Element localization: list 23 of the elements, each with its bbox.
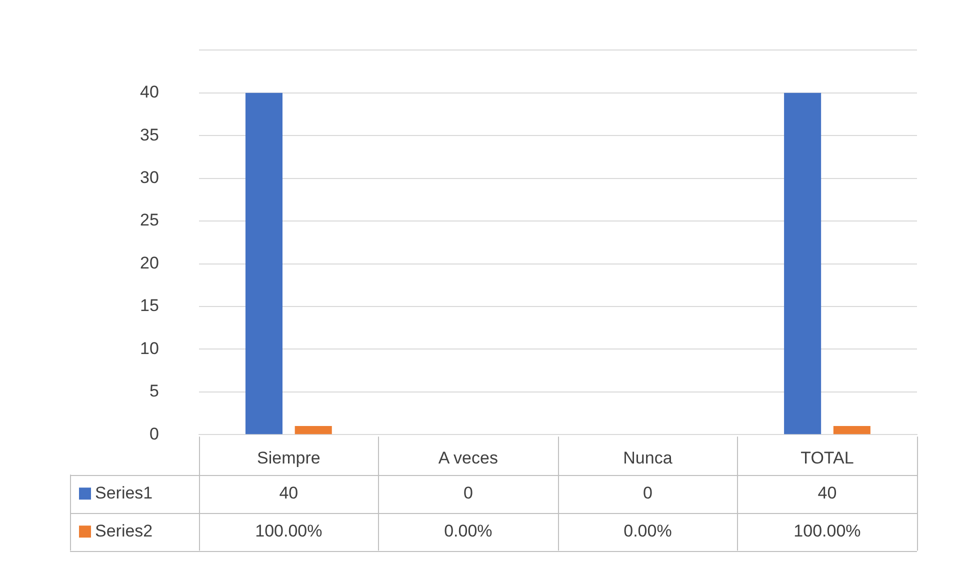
y-tick-label: 15 [140,296,159,316]
x-tick-label: A veces [438,448,498,468]
x-tick-label: Nunca [623,448,673,468]
y-tick-label: 10 [140,338,159,358]
y-tick-label: 0 [149,424,159,444]
legend-label: Series1 [95,483,153,502]
data-label: 0 [463,483,473,502]
data-label: 40 [279,483,298,502]
x-tick-label: Siempre [257,448,320,468]
y-tick-label: 35 [140,125,159,144]
data-label: 40 [818,483,837,502]
x-tick-label: TOTAL [800,448,854,468]
y-tick-label: 20 [140,253,159,272]
y-tick-label: 5 [149,382,159,401]
y-tick-label: 40 [140,82,159,102]
data-label: 0.00% [444,521,492,540]
legend-label: Series2 [95,521,153,540]
data-label: 0.00% [624,521,672,540]
data-label: 100.00% [255,521,322,540]
y-tick-label: 30 [140,168,159,188]
data-label: 100.00% [794,521,861,540]
y-tick-label: 25 [140,210,159,230]
data-label: 0 [642,483,652,502]
